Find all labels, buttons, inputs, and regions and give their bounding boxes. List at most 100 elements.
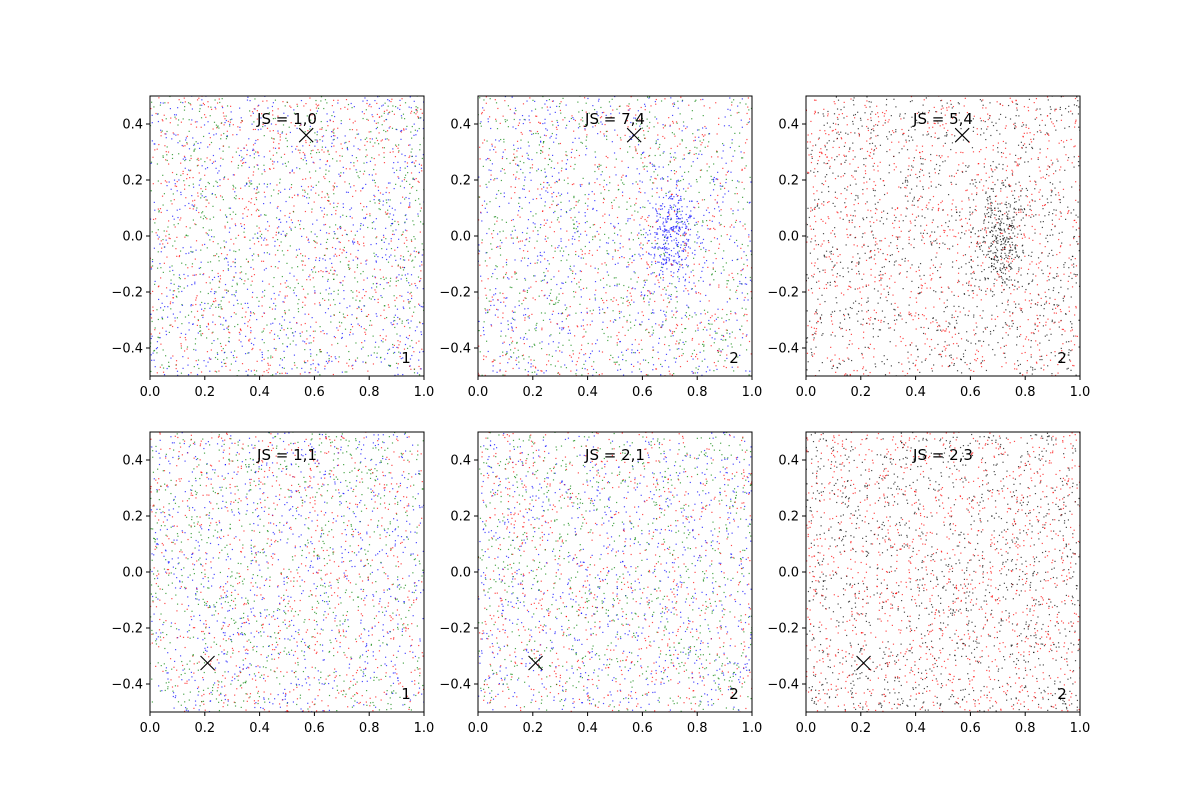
scatter-point	[306, 330, 308, 332]
scatter-point	[403, 325, 406, 328]
scatter-point	[682, 234, 684, 237]
scatter-point	[508, 358, 510, 360]
scatter-point	[411, 260, 413, 262]
scatter-point	[342, 172, 345, 174]
scatter-point	[184, 101, 186, 103]
scatter-point	[246, 288, 249, 290]
scatter-point	[687, 266, 689, 268]
scatter-point	[312, 149, 314, 151]
scatter-point	[328, 200, 330, 202]
scatter-point	[249, 326, 252, 329]
scatter-point	[304, 154, 306, 157]
scatter-point	[499, 231, 501, 233]
scatter-point	[279, 358, 282, 360]
scatter-point	[397, 264, 399, 266]
scatter-point	[195, 360, 197, 362]
scatter-point	[411, 125, 413, 128]
scatter-point	[686, 304, 688, 306]
scatter-point	[178, 277, 180, 279]
scatter-point	[709, 107, 711, 109]
scatter-point	[315, 170, 317, 172]
scatter-point	[502, 151, 504, 153]
scatter-point	[182, 145, 184, 147]
scatter-point	[548, 99, 551, 101]
scatter-point	[200, 158, 202, 160]
scatter-point	[401, 117, 403, 119]
scatter-point	[187, 235, 189, 237]
scatter-point	[186, 285, 189, 287]
scatter-point	[560, 238, 562, 240]
scatter-point	[336, 137, 339, 139]
scatter-point	[228, 337, 230, 339]
scatter-point	[545, 135, 547, 137]
scatter-point	[406, 239, 408, 241]
y-tick-label: 0.0	[122, 230, 143, 245]
scatter-point	[669, 160, 671, 162]
scatter-point	[223, 328, 225, 331]
scatter-point	[196, 295, 198, 297]
scatter-point	[514, 273, 516, 275]
scatter-point	[404, 155, 406, 157]
scatter-point	[299, 228, 301, 230]
scatter-point	[249, 239, 251, 241]
scatter-point	[249, 247, 251, 250]
scatter-point	[348, 140, 350, 143]
scatter-point	[517, 124, 520, 127]
scatter-point	[377, 298, 379, 300]
scatter-point	[673, 331, 676, 333]
scatter-point	[257, 255, 260, 257]
scatter-point	[305, 160, 307, 162]
scatter-point	[505, 237, 507, 239]
scatter-point	[546, 187, 548, 189]
scatter-point	[591, 320, 593, 322]
scatter-point	[159, 332, 161, 334]
scatter-point	[408, 197, 410, 200]
scatter-point	[593, 108, 596, 111]
scatter-point	[359, 225, 362, 227]
scatter-point	[284, 188, 286, 190]
scatter-point	[297, 282, 299, 285]
scatter-point	[539, 122, 541, 124]
scatter-point	[223, 317, 225, 319]
scatter-point	[662, 166, 664, 168]
scatter-point	[528, 115, 530, 117]
scatter-point	[361, 297, 363, 299]
scatter-point	[284, 282, 286, 284]
scatter-point	[272, 114, 274, 116]
scatter-point	[323, 107, 325, 110]
scatter-point	[170, 282, 172, 285]
scatter-point	[478, 253, 480, 255]
scatter-point	[416, 326, 418, 328]
scatter-point	[289, 105, 291, 107]
scatter-point	[331, 105, 333, 107]
scatter-point	[185, 197, 187, 199]
scatter-point	[397, 223, 400, 226]
scatter-point	[556, 219, 559, 221]
scatter-point	[679, 210, 681, 213]
scatter-point	[339, 155, 341, 157]
scatter-point	[690, 210, 692, 212]
scatter-point	[343, 290, 345, 292]
scatter-point	[369, 160, 372, 162]
scatter-point	[171, 171, 174, 174]
scatter-point	[676, 310, 678, 312]
scatter-point	[161, 302, 163, 304]
scatter-point	[252, 312, 255, 314]
scatter-point	[737, 258, 739, 260]
scatter-point	[580, 348, 582, 351]
scatter-point	[675, 227, 677, 229]
scatter-point	[538, 144, 540, 146]
scatter-point	[252, 148, 254, 150]
scatter-point	[279, 372, 281, 375]
scatter-point	[240, 187, 242, 189]
scatter-point	[326, 214, 328, 216]
scatter-point	[654, 177, 656, 179]
scatter-point	[199, 104, 201, 106]
scatter-point	[478, 345, 480, 347]
scatter-point	[199, 326, 201, 328]
scatter-point	[153, 247, 155, 249]
scatter-point	[418, 181, 420, 183]
scatter-point	[529, 167, 531, 169]
scatter-point	[654, 100, 656, 103]
scatter-point	[647, 264, 649, 266]
